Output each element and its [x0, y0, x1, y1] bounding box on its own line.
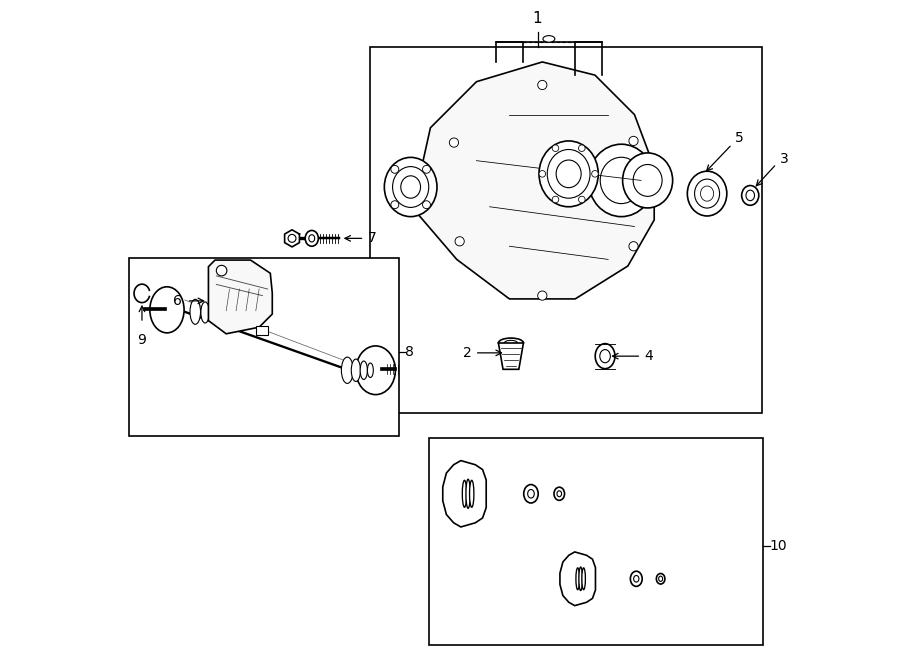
Ellipse shape [384, 157, 437, 217]
Circle shape [579, 196, 585, 203]
Ellipse shape [392, 167, 428, 208]
Ellipse shape [463, 481, 467, 507]
Ellipse shape [341, 357, 353, 383]
Circle shape [629, 136, 638, 145]
Ellipse shape [190, 299, 201, 325]
Circle shape [422, 201, 430, 209]
Polygon shape [443, 461, 486, 527]
Ellipse shape [623, 153, 672, 208]
Text: 1: 1 [533, 11, 543, 26]
Circle shape [422, 165, 430, 173]
Circle shape [449, 138, 459, 147]
Ellipse shape [579, 567, 582, 590]
Ellipse shape [700, 186, 714, 201]
Text: 9: 9 [138, 333, 147, 347]
Text: 10: 10 [770, 539, 788, 553]
Bar [429, 438, 763, 645]
Circle shape [288, 235, 296, 243]
Ellipse shape [367, 363, 374, 377]
Ellipse shape [656, 574, 665, 584]
Ellipse shape [600, 157, 643, 204]
Ellipse shape [309, 235, 315, 242]
Text: 4: 4 [644, 349, 653, 363]
Circle shape [537, 291, 547, 300]
Circle shape [455, 237, 464, 246]
Ellipse shape [524, 485, 538, 503]
Polygon shape [499, 343, 524, 369]
Ellipse shape [466, 479, 471, 508]
Circle shape [553, 196, 559, 203]
Text: 7: 7 [368, 231, 376, 245]
Ellipse shape [539, 141, 599, 207]
Polygon shape [418, 62, 654, 299]
Circle shape [629, 242, 638, 251]
Ellipse shape [556, 160, 581, 188]
Ellipse shape [547, 149, 590, 198]
Circle shape [553, 145, 559, 151]
Bar [256, 326, 267, 335]
Text: 3: 3 [779, 152, 788, 166]
Ellipse shape [695, 179, 720, 208]
Ellipse shape [360, 361, 367, 379]
Circle shape [539, 171, 545, 177]
Ellipse shape [305, 231, 319, 247]
Ellipse shape [218, 307, 224, 320]
Ellipse shape [150, 287, 184, 333]
Ellipse shape [630, 571, 643, 586]
Ellipse shape [688, 171, 727, 216]
Circle shape [591, 171, 599, 177]
Ellipse shape [589, 144, 654, 217]
Bar [370, 48, 762, 412]
Ellipse shape [554, 487, 564, 500]
Ellipse shape [543, 36, 554, 42]
Circle shape [537, 81, 547, 90]
Ellipse shape [634, 576, 639, 582]
Circle shape [391, 165, 399, 173]
Ellipse shape [504, 340, 518, 346]
Ellipse shape [599, 350, 610, 363]
Text: 5: 5 [735, 131, 744, 145]
Text: 6: 6 [173, 294, 182, 308]
Text: 2: 2 [463, 346, 472, 360]
Polygon shape [560, 552, 596, 605]
Ellipse shape [201, 302, 210, 323]
Ellipse shape [633, 165, 662, 196]
Polygon shape [209, 260, 273, 334]
Ellipse shape [659, 576, 662, 582]
Bar [129, 258, 399, 436]
Ellipse shape [351, 359, 361, 381]
Text: 8: 8 [405, 345, 414, 360]
Circle shape [579, 145, 585, 151]
Ellipse shape [400, 176, 420, 198]
Ellipse shape [356, 346, 395, 395]
Ellipse shape [576, 568, 580, 590]
Ellipse shape [499, 338, 524, 348]
Ellipse shape [595, 344, 615, 369]
Ellipse shape [557, 491, 562, 496]
Ellipse shape [746, 190, 754, 201]
Ellipse shape [527, 490, 535, 498]
Ellipse shape [742, 186, 759, 206]
Ellipse shape [210, 305, 217, 322]
Ellipse shape [470, 481, 474, 507]
Circle shape [216, 265, 227, 276]
Circle shape [391, 201, 399, 209]
Ellipse shape [581, 568, 585, 590]
